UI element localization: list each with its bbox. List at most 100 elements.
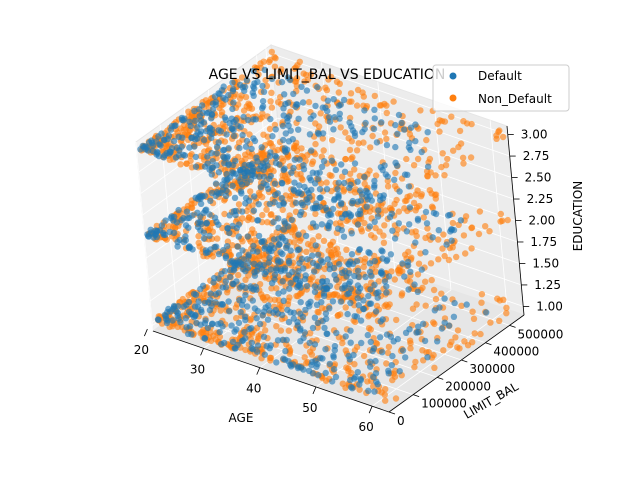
data-point-non-default: [416, 202, 423, 210]
data-point-default: [284, 74, 291, 81]
data-point-default: [349, 385, 356, 392]
data-point-default: [222, 254, 230, 262]
data-point-default: [160, 154, 167, 161]
data-point-default: [197, 306, 205, 314]
data-point-default: [375, 207, 382, 214]
data-point-default: [215, 250, 223, 258]
data-point-default: [261, 270, 268, 278]
data-point-non-default: [467, 154, 475, 161]
data-point-default: [345, 260, 352, 268]
data-point-non-default: [383, 360, 390, 367]
data-point-non-default: [424, 172, 431, 180]
data-point-non-default: [299, 176, 306, 183]
data-point-default: [357, 375, 364, 383]
data-point-default: [331, 342, 339, 350]
data-point-default: [244, 303, 251, 310]
data-point-non-default: [327, 241, 334, 248]
data-point-non-default: [351, 166, 358, 173]
data-point-default: [194, 135, 201, 142]
data-point-non-default: [445, 256, 453, 264]
data-point-default: [241, 313, 249, 320]
data-point-default: [326, 261, 333, 268]
data-point-default: [266, 254, 273, 262]
data-point-default: [306, 303, 313, 310]
data-point-default: [226, 308, 233, 315]
data-point-default: [330, 366, 338, 373]
data-point-default: [232, 211, 239, 219]
data-point-default: [367, 358, 374, 365]
data-point-non-default: [455, 143, 462, 151]
data-point-default: [349, 197, 356, 205]
data-point-default: [357, 317, 365, 324]
data-point-default: [321, 324, 328, 332]
data-point-default: [335, 179, 342, 186]
data-point-default: [391, 176, 398, 183]
data-point-default: [265, 185, 272, 193]
data-point-non-default: [429, 204, 437, 212]
data-point-default: [150, 234, 157, 241]
data-point-default: [312, 242, 319, 249]
data-point-default: [296, 182, 303, 189]
data-point-non-default: [470, 315, 478, 322]
data-point-non-default: [346, 146, 354, 154]
data-point-default: [406, 326, 413, 333]
data-point-default: [197, 121, 204, 128]
y-tick-mark: [412, 394, 420, 398]
data-point-non-default: [475, 230, 483, 238]
data-point-default: [395, 220, 402, 227]
data-point-non-default: [427, 260, 435, 267]
data-point-non-default: [368, 232, 375, 239]
data-point-non-default: [187, 152, 194, 159]
data-point-default: [260, 333, 268, 340]
data-point-default: [234, 257, 241, 265]
data-point-non-default: [354, 86, 362, 94]
data-point-default: [269, 133, 276, 140]
data-point-default: [179, 134, 186, 141]
data-point-default: [371, 177, 378, 185]
data-point-default: [251, 137, 259, 145]
data-point-default: [314, 251, 322, 259]
data-point-default: [405, 183, 413, 190]
data-point-default: [432, 210, 440, 218]
data-point-default: [282, 100, 289, 108]
data-point-default: [319, 130, 327, 137]
data-point-default: [192, 163, 200, 170]
data-point-default: [384, 173, 391, 180]
data-point-non-default: [366, 311, 373, 319]
data-point-default: [274, 337, 282, 344]
data-point-default: [241, 329, 248, 336]
data-point-default: [232, 157, 239, 165]
data-point-non-default: [293, 171, 301, 178]
data-point-default: [399, 347, 407, 354]
data-point-non-default: [249, 202, 256, 209]
data-point-default: [237, 166, 244, 174]
y-axis-line: [388, 314, 525, 413]
data-point-default: [171, 303, 178, 311]
data-point-default: [234, 243, 241, 250]
data-point-non-default: [384, 183, 392, 190]
data-point-non-default: [412, 358, 419, 366]
data-point-default: [319, 355, 326, 362]
data-point-default: [348, 230, 355, 237]
data-point-default: [230, 132, 238, 140]
data-point-non-default: [439, 245, 446, 252]
data-point-default: [296, 282, 303, 289]
data-point-default: [412, 138, 419, 145]
data-point-default: [225, 298, 232, 305]
y-tick-mark: [388, 411, 396, 415]
data-point-default: [153, 138, 160, 145]
data-point-default: [267, 115, 274, 123]
data-point-non-default: [275, 99, 282, 106]
data-point-non-default: [307, 330, 314, 337]
data-point-default: [332, 166, 340, 174]
data-point-non-default: [487, 319, 494, 326]
data-point-non-default: [329, 137, 336, 144]
data-point-non-default: [343, 246, 350, 253]
data-point-non-default: [202, 97, 210, 104]
data-point-non-default: [428, 190, 435, 197]
data-point-default: [254, 158, 261, 165]
data-point-default: [357, 187, 364, 194]
data-point-default: [306, 339, 313, 347]
data-point-default: [248, 339, 255, 346]
data-point-default: [147, 229, 155, 236]
